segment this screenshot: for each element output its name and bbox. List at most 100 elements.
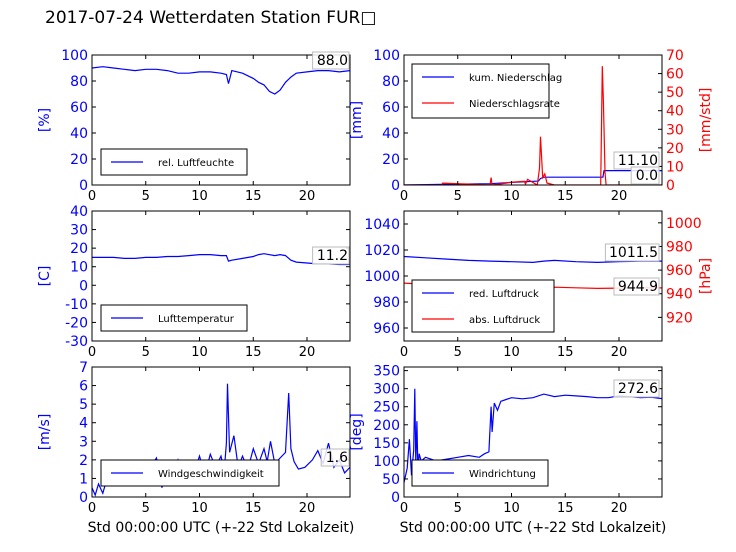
- x-tick-label: 15: [245, 189, 262, 204]
- y-tick-label-right: 30: [666, 122, 684, 138]
- y-tick-label-right: 0: [666, 178, 675, 194]
- x-tick-label: 20: [299, 501, 316, 516]
- y-tick-label: 40: [70, 126, 88, 142]
- x-tick-label: 20: [611, 189, 628, 204]
- y-tick-label: 250: [373, 400, 400, 416]
- panel-precipitation: 0 5 10 15 20 0 20 40 60 80 100 0 10 20 30 40 50 60 70 [mm] […: [349, 48, 714, 204]
- y-axis-label: [m/s]: [37, 414, 53, 451]
- y-tick-label: 1020: [364, 243, 400, 259]
- legend-label: abs. Luftdruck: [469, 315, 540, 326]
- y-tick-label: 150: [373, 436, 400, 452]
- x-tick-label: 10: [191, 501, 208, 516]
- y-tick-label: 7: [79, 360, 88, 376]
- x-tick-label: 10: [191, 189, 208, 204]
- y-axis-label: [mm]: [349, 101, 365, 139]
- value-box: [604, 243, 660, 262]
- y-tick-label: 4: [79, 416, 88, 432]
- x-tick-label: 10: [191, 345, 208, 360]
- y-tick-label-right: 50: [666, 85, 684, 101]
- axes-frame: [91, 210, 351, 342]
- value-box: [320, 448, 350, 467]
- y-tick-label: 20: [382, 152, 400, 168]
- y-axis-label: [deg]: [349, 413, 365, 450]
- y-tick-label: 3: [79, 434, 88, 450]
- x-tick-label: 0: [88, 345, 96, 360]
- y-tick-label: 60: [382, 100, 400, 116]
- x-tick-label: 15: [557, 345, 574, 360]
- series-line-0: [404, 255, 662, 264]
- legend: Lufttemperatur: [100, 304, 248, 332]
- axes-frame: [91, 54, 351, 186]
- legend-label: Niederschlagsrate: [469, 99, 560, 110]
- y-tick-label-right: 980: [666, 239, 693, 255]
- axes-frame: [91, 366, 351, 498]
- plot-area: [92, 66, 350, 95]
- y-tick-label: 20: [70, 152, 88, 168]
- x-tick-label: 0: [400, 189, 408, 204]
- y-tick-label-right: 920: [666, 310, 693, 326]
- x-tick-label: 0: [400, 501, 408, 516]
- x-tick-label: 10: [503, 189, 520, 204]
- y-tick-label: 0: [79, 490, 88, 506]
- value-box: [630, 166, 660, 185]
- value-box-text: 944.9: [618, 279, 658, 295]
- legend: Windgeschwindigkeit: [100, 459, 280, 487]
- y-tick-label: 960: [373, 321, 400, 337]
- y-tick-label-right: 10: [666, 159, 684, 175]
- x-tick-label: 15: [557, 189, 574, 204]
- x-tick-label: 5: [142, 345, 150, 360]
- x-tick-label: 20: [611, 501, 628, 516]
- x-tick-label: 10: [503, 501, 520, 516]
- x-tick-label: 5: [454, 501, 462, 516]
- y-tick-label: 100: [373, 48, 400, 64]
- legend-box: [411, 63, 550, 119]
- plot-area: [404, 66, 662, 185]
- value-box-text: 11.10: [618, 153, 658, 169]
- y-tick-label: -10: [65, 297, 88, 313]
- y-tick-label: 1000: [364, 269, 400, 285]
- y-tick-label-right: 20: [666, 141, 684, 157]
- legend-label: kum. Niederschlag: [469, 73, 562, 84]
- x-axis-label: Std 00:00:00 UTC (+-22 Std Lokalzeit): [88, 520, 355, 536]
- axes-frame: [403, 366, 663, 498]
- legend-label: red. Luftdruck: [469, 289, 539, 300]
- x-tick-label: 20: [611, 345, 628, 360]
- y-tick-label: 5: [79, 397, 88, 413]
- y-tick-label: 20: [70, 241, 88, 257]
- y-tick-label: 300: [373, 382, 400, 398]
- panel-pressure: 0 5 10 15 20 960 980 1000 1020 1040 920 940 960 980 10…: [364, 210, 714, 360]
- legend-label: Windrichtung: [469, 469, 536, 480]
- panel-wind_direction: 0 5 10 15 20050100150200250300350[deg]Windri…: [349, 364, 666, 536]
- x-tick-label: 15: [245, 345, 262, 360]
- y-tick-label: 350: [373, 364, 400, 380]
- series-line-0: [92, 253, 350, 266]
- y-tick-label: 0: [391, 490, 400, 506]
- value-box-text: 272.6: [618, 381, 658, 397]
- value-box-text: 11.2: [317, 248, 348, 264]
- y-tick-label: 80: [382, 74, 400, 90]
- panel-wind_speed: 0 5 10 15 2001234567[m/s]Windgeschwindigkeit…: [37, 360, 354, 536]
- y-tick-label: 2: [79, 453, 88, 469]
- y-tick-label: 200: [373, 418, 400, 434]
- x-tick-label: 0: [88, 189, 96, 204]
- legend-label: Lufttemperatur: [158, 314, 235, 325]
- y-tick-label: 50: [382, 472, 400, 488]
- value-box-text: 0.0: [636, 168, 658, 184]
- y-tick-label: 10: [70, 260, 88, 276]
- y-tick-label-right: 60: [666, 67, 684, 83]
- y-tick-label-right: 960: [666, 263, 693, 279]
- axes-frame: [403, 54, 663, 186]
- legend-box: [100, 459, 280, 487]
- y-axis-label: [C]: [37, 266, 53, 287]
- y-axis-label: [%]: [37, 108, 53, 132]
- x-tick-label: 20: [299, 345, 316, 360]
- y-tick-label-right: 940: [666, 287, 693, 303]
- x-tick-label: 5: [454, 189, 462, 204]
- y-tick-label: 60: [70, 100, 88, 116]
- y-tick-label: -30: [65, 334, 88, 350]
- y-tick-label: -20: [65, 315, 88, 331]
- y-axis-label-right: [mm/std]: [698, 88, 714, 153]
- series-line-0: [404, 388, 662, 483]
- panel-humidity: 0 5 10 15 20 0 20 40 60 80 100 [%] rel. Luftfeuchte 8…: [37, 48, 351, 204]
- y-tick-label: 40: [70, 204, 88, 220]
